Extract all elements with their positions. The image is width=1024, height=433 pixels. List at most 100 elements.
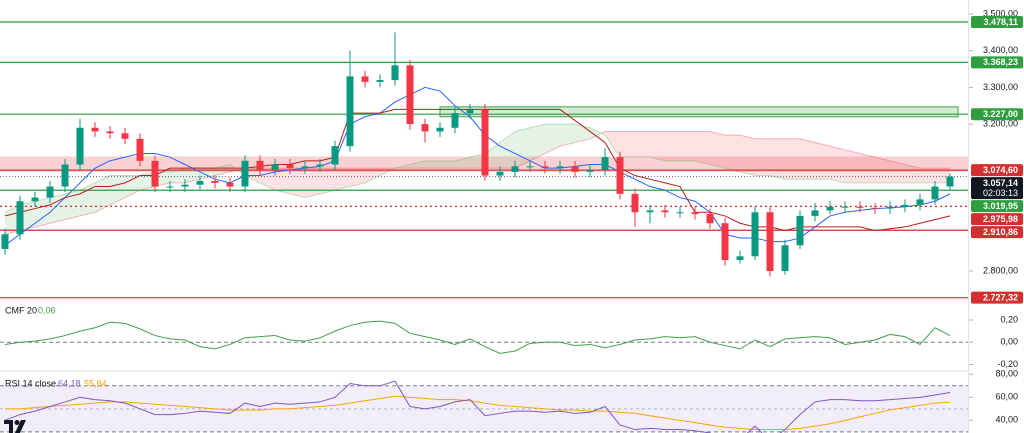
cloud-segment: [140, 171, 155, 191]
y-tick-label: 3.300,00: [983, 82, 1018, 92]
rsi-value: 64,18: [58, 378, 81, 388]
candle-body: [151, 160, 159, 187]
cloud-segment: [320, 168, 335, 194]
cloud-segment: [620, 131, 635, 158]
rsi-pane: [0, 380, 968, 433]
cloud-segment: [185, 168, 200, 183]
cloud-segment: [425, 160, 440, 169]
indicator-line: [5, 395, 951, 431]
candle-body: [856, 206, 864, 208]
candle-body: [601, 157, 609, 171]
y-tick-label: 60,00: [995, 392, 1018, 402]
y-tick-label: 80,00: [995, 369, 1018, 379]
cloud-segment: [830, 146, 845, 183]
y-tick-label: 0,00: [1000, 337, 1018, 347]
price-axis: 3.500,00 3.400,00 3.300,00 3.200,00 2.800,00…: [969, 8, 1023, 425]
candle-body: [901, 204, 909, 207]
y-tick-label: 2.800,00: [983, 265, 1018, 275]
y-tick-label: 40,00: [995, 415, 1018, 425]
price-label-box: [971, 177, 1023, 200]
logo-mark: [15, 420, 26, 433]
indicator-line: [4, 86, 951, 246]
candle-body: [526, 166, 534, 168]
cloud-segment: [665, 131, 680, 161]
cloud-segment: [545, 124, 560, 154]
countdown-label: 02:03:13: [983, 188, 1018, 198]
cloud-segment: [920, 168, 935, 183]
candle-body: [226, 182, 234, 187]
cloud-edge: [4, 130, 950, 235]
price-label-box: [971, 164, 1023, 177]
candle-body: [646, 210, 654, 213]
cloud-segment: [305, 168, 320, 198]
candle-body: [196, 181, 204, 185]
price-label: 2.727,32: [983, 293, 1018, 303]
y-tick-label: 3.500,00: [983, 8, 1018, 18]
candle-body: [886, 206, 894, 209]
cloud-segment: [935, 168, 950, 183]
candle-body: [271, 164, 279, 171]
candle-body: [511, 166, 519, 172]
candle-body: [766, 212, 774, 271]
candle-body: [106, 131, 114, 134]
cloud-segment: [725, 135, 740, 172]
cloud-segment: [680, 131, 695, 161]
logo-mark: [4, 420, 13, 433]
candle-body: [436, 127, 444, 132]
price-label-box: [971, 56, 1023, 69]
price-label: 3.227,00: [983, 109, 1018, 119]
cloud-segment: [650, 131, 665, 161]
candle-body: [301, 166, 309, 169]
cloud-segment: [845, 149, 860, 183]
candle-body: [946, 176, 954, 187]
cloud-segment: [260, 168, 275, 191]
cloud-segment: [860, 153, 875, 183]
cloud-segment: [95, 175, 110, 213]
cloud-segment: [635, 131, 650, 158]
cloud-segment: [35, 197, 50, 227]
cloud-segment: [350, 168, 365, 187]
candle-body: [211, 181, 219, 183]
candle-body: [466, 109, 474, 114]
cloud-segment: [590, 127, 605, 139]
candle-body: [61, 164, 69, 187]
logo-dot: [14, 420, 20, 425]
candle-body: [16, 201, 24, 235]
cloud-segment: [170, 168, 185, 183]
candle-body: [691, 212, 699, 215]
cloud-segment: [410, 160, 425, 169]
price-label: 2.910,86: [983, 227, 1018, 237]
candle-body: [541, 166, 549, 169]
cloud-segment: [290, 168, 305, 198]
candle-body: [481, 109, 489, 176]
candle-body: [256, 160, 264, 171]
cloud-segment: [605, 131, 620, 158]
candle-body: [871, 207, 879, 209]
candle-body: [931, 186, 939, 200]
cloud-segment: [80, 182, 95, 216]
price-label: 2.975,98: [983, 214, 1018, 224]
indicator-line: [4, 108, 951, 232]
cloud-segment: [335, 168, 350, 191]
candle-body: [736, 256, 744, 260]
cloud-segment: [395, 164, 410, 169]
price-label: 3.057,14: [983, 178, 1018, 188]
candle-body: [31, 197, 39, 202]
cmf-value: 0,06: [38, 305, 56, 315]
candle-body: [91, 127, 99, 132]
price-label: 3.478,11: [983, 17, 1018, 27]
cloud-segment: [770, 138, 785, 180]
pane-legends: CMF 20 0,06 RSI 14 close 64,18 55,84: [5, 305, 107, 388]
candle-body: [346, 76, 354, 147]
y-tick-label: 3.200,00: [983, 118, 1018, 128]
candle-body: [631, 193, 639, 213]
candle-body: [451, 113, 459, 128]
candle-body: [316, 164, 324, 167]
candle-body: [46, 186, 54, 198]
price-label-box: [971, 291, 1023, 304]
candle-body: [241, 160, 249, 187]
candle-body: [826, 206, 834, 211]
